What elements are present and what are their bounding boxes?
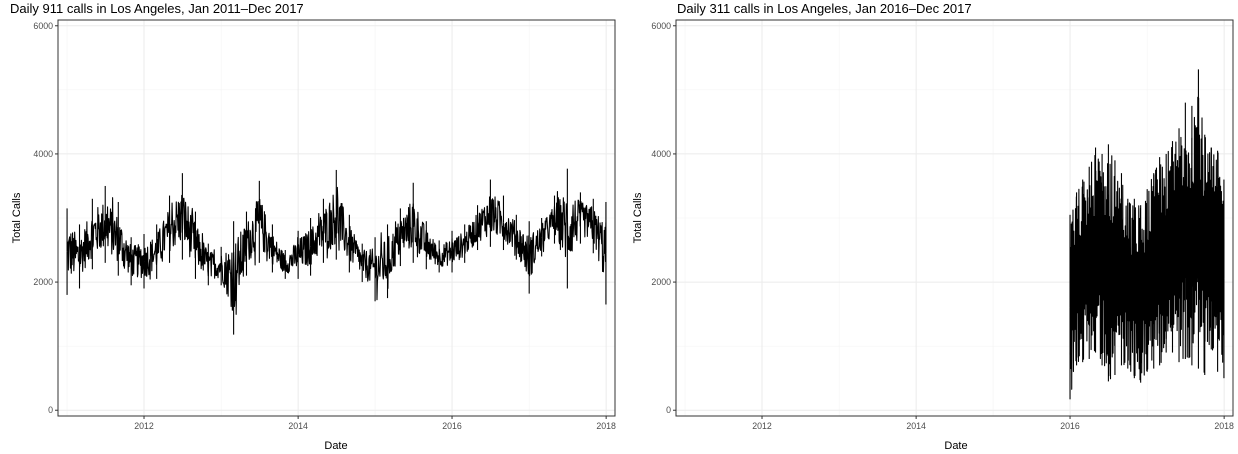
x-tick-label-311: 2016 [1060,421,1080,431]
y-tick-label-911: 6000 [33,21,53,31]
chart-title-311: Daily 311 calls in Los Angeles, Jan 2016… [677,1,972,16]
grid-911 [58,20,615,416]
x-tick-label-911: 2014 [288,421,308,431]
chart-title-911: Daily 911 calls in Los Angeles, Jan 2011… [10,1,304,16]
y-tick-label-911: 2000 [33,277,53,287]
x-tick-label-311: 2012 [752,421,772,431]
y-tick-label-911: 0 [48,405,53,415]
series-911 [66,168,607,335]
y-axis-title-311: Total Calls [632,192,644,243]
y-tick-label-311: 6000 [651,21,671,31]
chart-311-calls: Daily 311 calls in Los Angeles, Jan 2016… [632,1,1234,452]
y-tick-label-311: 4000 [651,149,671,159]
x-tick-label-911: 2012 [134,421,154,431]
x-tick-label-911: 2018 [596,421,616,431]
y-tick-label-311: 0 [666,405,671,415]
x-tick-label-311: 2018 [1214,421,1234,431]
y-tick-label-311: 2000 [651,277,671,287]
y-axis-title-911: Total Calls [11,192,23,243]
ticks-311: 0 2000 4000 6000 2012 2014 2016 2018 [651,21,1234,431]
x-axis-title-911: Date [324,440,347,452]
x-tick-label-911: 2016 [442,421,462,431]
x-axis-title-311: Date [944,440,967,452]
ticks-911: 0 2000 4000 6000 2012 2014 2016 2018 [33,21,616,431]
y-tick-label-911: 4000 [33,149,53,159]
panel-border-311 [675,19,1234,417]
chart-911-calls: Daily 911 calls in Los Angeles, Jan 2011… [10,1,616,452]
series-311 [1069,69,1225,400]
panel-border-911 [57,19,616,417]
x-tick-label-311: 2014 [906,421,926,431]
